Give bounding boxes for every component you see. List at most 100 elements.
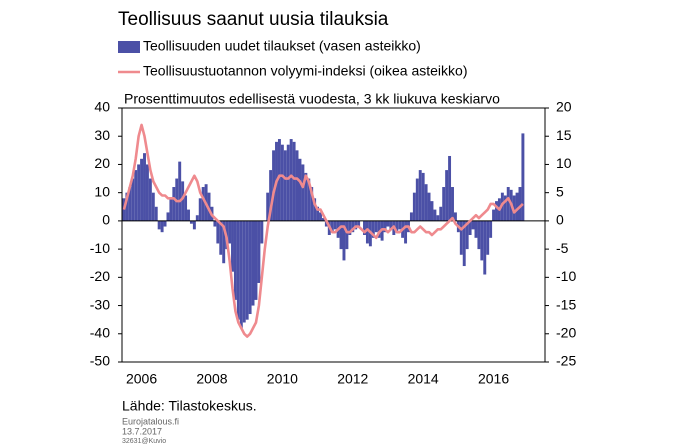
bar bbox=[386, 220, 390, 227]
bar bbox=[324, 220, 328, 227]
bar bbox=[389, 220, 393, 230]
y2-tick-label: -25 bbox=[556, 353, 576, 369]
bar bbox=[345, 220, 349, 250]
bar bbox=[439, 206, 443, 221]
bar bbox=[222, 220, 226, 264]
bar bbox=[137, 164, 141, 221]
x-tick-label: 2010 bbox=[267, 371, 298, 387]
bar bbox=[477, 220, 481, 250]
bar bbox=[383, 220, 387, 233]
bar bbox=[187, 209, 190, 221]
bar bbox=[371, 220, 375, 238]
bar bbox=[430, 201, 434, 221]
bar bbox=[486, 220, 490, 255]
bar bbox=[365, 220, 369, 244]
bar bbox=[189, 220, 193, 224]
source: Lähde: Tilastokeskus. bbox=[122, 398, 257, 414]
bar bbox=[503, 195, 507, 221]
bar bbox=[160, 220, 164, 233]
y-tick-label: 40 bbox=[94, 99, 110, 115]
chart-subtitle: Prosenttimuutos edellisestä vuodesta, 3 … bbox=[124, 91, 500, 107]
bar bbox=[313, 198, 317, 221]
bar bbox=[122, 198, 126, 221]
bar bbox=[480, 220, 484, 261]
bar bbox=[515, 192, 519, 221]
bar bbox=[239, 220, 243, 329]
bar bbox=[310, 187, 314, 221]
bar bbox=[304, 172, 308, 221]
y-tick-label: 0 bbox=[102, 212, 110, 228]
bar bbox=[125, 192, 129, 221]
bar bbox=[228, 220, 232, 244]
bar bbox=[286, 144, 290, 221]
bar bbox=[151, 192, 155, 221]
legend-swatch bbox=[118, 41, 140, 53]
bar bbox=[333, 220, 337, 230]
bar bbox=[169, 198, 173, 221]
bar bbox=[184, 195, 188, 221]
y-tick-label: -10 bbox=[90, 240, 110, 256]
bar bbox=[298, 158, 302, 221]
y-tick-label: 10 bbox=[94, 183, 110, 199]
y-tick-label: -50 bbox=[90, 353, 110, 369]
bar bbox=[374, 220, 378, 233]
bar bbox=[377, 220, 381, 238]
bar bbox=[143, 153, 146, 221]
y2-tick-label: 20 bbox=[556, 99, 572, 115]
x-tick-label: 2012 bbox=[337, 371, 368, 387]
bar bbox=[148, 178, 152, 221]
bar bbox=[412, 192, 416, 221]
bar bbox=[242, 220, 246, 323]
y2-tick-label: -5 bbox=[556, 240, 569, 256]
bar bbox=[436, 215, 440, 221]
bar bbox=[269, 170, 273, 221]
bar bbox=[316, 206, 320, 221]
bar bbox=[254, 220, 258, 300]
bar bbox=[395, 220, 399, 233]
bar bbox=[280, 144, 284, 221]
y2-tick-label: -10 bbox=[556, 268, 576, 284]
bar bbox=[506, 187, 510, 221]
bar bbox=[398, 220, 402, 230]
line bbox=[122, 123, 524, 338]
bar bbox=[357, 220, 361, 227]
bar bbox=[128, 187, 132, 221]
bar bbox=[433, 209, 437, 221]
y2-tick-label: 15 bbox=[556, 127, 572, 143]
bar bbox=[207, 192, 211, 221]
y-tick-label: 20 bbox=[94, 155, 110, 171]
bar bbox=[404, 220, 408, 244]
bar bbox=[448, 155, 452, 221]
bar bbox=[248, 220, 252, 315]
bar bbox=[236, 220, 240, 320]
bar bbox=[231, 220, 234, 272]
bar bbox=[219, 220, 223, 255]
bar bbox=[330, 220, 334, 233]
bar bbox=[483, 220, 487, 275]
bar bbox=[342, 220, 346, 261]
bar bbox=[292, 141, 296, 221]
bar bbox=[415, 178, 419, 221]
legend-label: Teollisuustuotannon volyymi-indeksi (oik… bbox=[143, 63, 468, 79]
bar bbox=[348, 220, 352, 235]
bar bbox=[181, 181, 185, 221]
bar bbox=[321, 218, 325, 221]
footer-date: 13.7.2017 bbox=[122, 426, 162, 436]
y2-tick-label: 10 bbox=[556, 155, 572, 171]
bar bbox=[283, 150, 287, 221]
bar bbox=[277, 139, 281, 221]
bar bbox=[201, 187, 205, 221]
bar bbox=[442, 187, 446, 221]
bar bbox=[409, 212, 413, 221]
chart-title: Teollisuus saanut uusia tilauksia bbox=[118, 9, 389, 30]
bar bbox=[492, 209, 496, 221]
bar bbox=[424, 184, 428, 221]
bar bbox=[307, 178, 311, 221]
bar bbox=[245, 220, 249, 320]
bar bbox=[462, 220, 466, 267]
bar bbox=[289, 139, 293, 221]
bar bbox=[163, 220, 167, 227]
bar bbox=[451, 187, 454, 221]
bar bbox=[192, 220, 196, 230]
